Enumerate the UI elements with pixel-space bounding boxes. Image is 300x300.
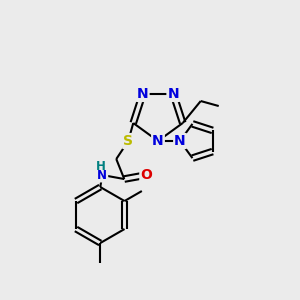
Text: N: N [174,134,186,148]
Text: H: H [96,160,106,172]
Text: N: N [137,87,148,101]
Text: N: N [152,134,164,148]
Text: O: O [140,168,152,182]
Text: N: N [167,87,179,101]
Text: S: S [123,134,133,148]
Text: N: N [97,169,107,182]
